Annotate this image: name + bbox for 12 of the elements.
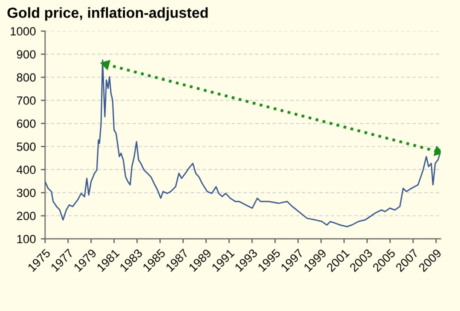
y-tick-label: 1000 — [10, 27, 36, 36]
y-tick-label: 300 — [16, 188, 36, 198]
chart-title: Gold price, inflation-adjusted — [8, 7, 208, 21]
y-tick-label: 100 — [17, 234, 36, 244]
y-tick-label: 700 — [16, 96, 36, 105]
y-tick-label: 900 — [16, 50, 36, 59]
line-series — [45, 60, 440, 228]
y-tick-label: 500 — [16, 142, 36, 151]
y-tick-label: 400 — [16, 166, 36, 174]
y-tick-label: 600 — [16, 119, 36, 128]
y-tick-label: 200 — [16, 212, 36, 220]
y-tick-label: 800 — [16, 73, 36, 82]
